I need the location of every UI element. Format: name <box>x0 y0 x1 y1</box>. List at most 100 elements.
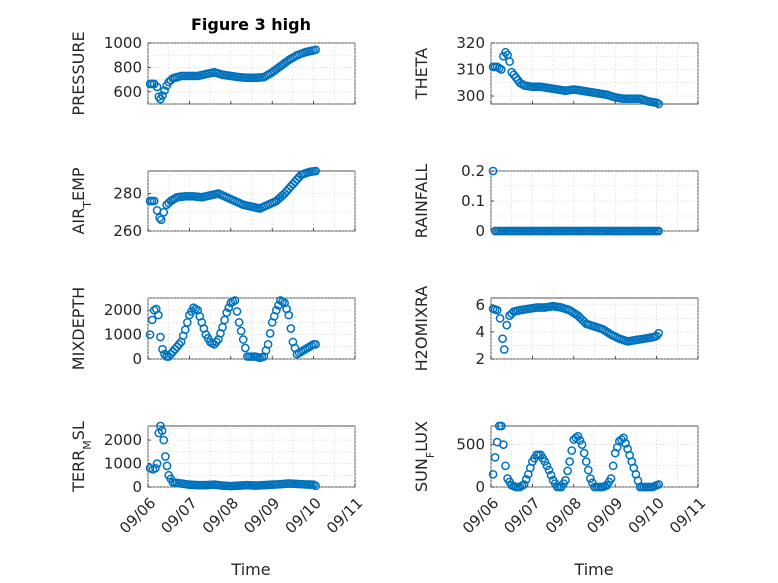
data-point <box>151 463 160 473</box>
data-point <box>311 340 321 349</box>
x-tick-label: 09/11 <box>323 494 366 537</box>
x-tick-label: 09/08 <box>542 494 585 537</box>
data-point <box>157 426 167 436</box>
y-tick-label: 6 <box>475 296 485 314</box>
data-point <box>519 480 529 489</box>
subplot-pressure: 600 800 1000 PRESSURE <box>69 31 356 116</box>
y-axis-label: AIRTEMP <box>69 167 94 234</box>
data-point <box>211 337 221 347</box>
subplot-theta: 300 310 320 THETA <box>412 34 699 109</box>
data-point <box>154 310 163 320</box>
data-point <box>619 433 628 443</box>
x-tick-label: 09/09 <box>583 494 626 537</box>
data-point <box>563 466 572 476</box>
data-point <box>544 465 554 475</box>
data-point <box>497 421 506 431</box>
data-point <box>311 166 321 176</box>
data-point <box>159 435 169 445</box>
data-point <box>158 91 167 100</box>
y-axis-label-main: TERR <box>69 450 88 493</box>
data-point <box>567 446 577 455</box>
y-tick-label: 310 <box>456 61 485 79</box>
data-point <box>654 328 664 338</box>
y-axis-label: PRESSURE <box>69 31 88 115</box>
x-tick-label: 09/08 <box>199 494 242 537</box>
data-point <box>240 343 250 353</box>
data-point <box>521 475 531 484</box>
data-point <box>149 196 159 206</box>
subplot-h2omixra: 2 4 6 H2OMIXRA <box>412 286 699 372</box>
data-point <box>608 461 618 471</box>
data-point <box>490 452 500 462</box>
axes-box <box>147 425 356 488</box>
data-point <box>156 421 165 431</box>
data-point <box>271 305 281 315</box>
data-point <box>224 303 234 313</box>
data-point <box>583 465 593 475</box>
y-tick-label: 500 <box>456 436 485 454</box>
data-point <box>156 215 166 225</box>
data-point <box>502 320 512 330</box>
subplot-mixdepth: 0 1000 2000 MIXDEPTH <box>69 287 356 370</box>
y-axis-label: H2OMIXRA <box>412 286 431 372</box>
y-axis-label-subscript: F <box>424 452 437 458</box>
data-point <box>499 440 508 449</box>
y-tick-label: 600 <box>113 83 142 101</box>
data-point <box>311 481 321 491</box>
figure-title: Figure 3 high <box>191 15 311 34</box>
y-tick-label: 320 <box>456 34 485 52</box>
y-axis-label: THETA <box>412 48 431 100</box>
x-tick-label: 09/10 <box>282 494 325 537</box>
subplot-rainfall: 0 0.1 0.2 RAINFALL <box>412 162 699 240</box>
data-point <box>579 448 589 458</box>
y-axis-label-main: AIR <box>69 208 88 235</box>
y-tick-label: 0 <box>475 222 485 240</box>
y-tick-label: 2000 <box>104 301 142 319</box>
data-point <box>488 166 498 176</box>
y-tick-label: 280 <box>113 185 142 203</box>
y-tick-label: 1000 <box>104 326 142 344</box>
y-axis-label-main: PRESSURE <box>69 31 88 115</box>
y-axis-label: SUNFLUX <box>412 421 437 492</box>
data-point <box>565 457 575 466</box>
data-point <box>606 474 616 483</box>
data-point <box>577 440 587 449</box>
y-axis-label-main: THETA <box>412 48 431 100</box>
data-point <box>546 470 556 480</box>
data-point <box>581 457 591 466</box>
y-tick-label: 300 <box>456 87 485 105</box>
y-axis-label: TERRMSL <box>69 421 94 493</box>
data-point <box>160 86 169 95</box>
data-point <box>284 310 294 320</box>
data-point <box>152 459 162 468</box>
data-point <box>542 461 552 471</box>
data-point <box>654 226 664 236</box>
data-point <box>573 431 583 441</box>
data-point <box>238 335 248 344</box>
data-point <box>505 57 514 66</box>
data-point <box>234 318 244 327</box>
x-axis-label-left: Time <box>230 560 270 579</box>
x-tick-label: 09/06 <box>459 494 502 537</box>
y-tick-label: 2 <box>475 350 485 368</box>
data-point <box>498 334 507 344</box>
data-point <box>265 329 275 338</box>
data-point <box>147 315 157 325</box>
x-tick-label: 09/09 <box>240 494 283 537</box>
data-point <box>621 439 630 448</box>
data-point <box>501 461 510 471</box>
data-point <box>497 65 506 74</box>
data-point <box>561 475 570 485</box>
y-tick-label: 1000 <box>104 455 142 473</box>
data-point <box>495 313 505 323</box>
y-axis-label-tail: SL <box>69 421 88 440</box>
x-tick-label: 09/07 <box>157 494 200 537</box>
y-axis-label-main: SUN <box>412 458 431 492</box>
subplot-air: 260 280 AIRTEMP <box>69 166 356 240</box>
y-axis-label-main: H2OMIXRA <box>412 286 431 372</box>
y-tick-label: 1000 <box>104 34 142 52</box>
data-point <box>286 324 296 333</box>
